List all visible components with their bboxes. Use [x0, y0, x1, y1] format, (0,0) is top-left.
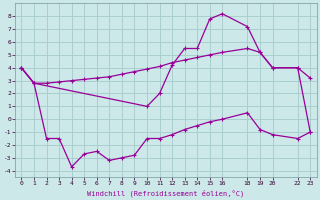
- X-axis label: Windchill (Refroidissement éolien,°C): Windchill (Refroidissement éolien,°C): [87, 189, 244, 197]
